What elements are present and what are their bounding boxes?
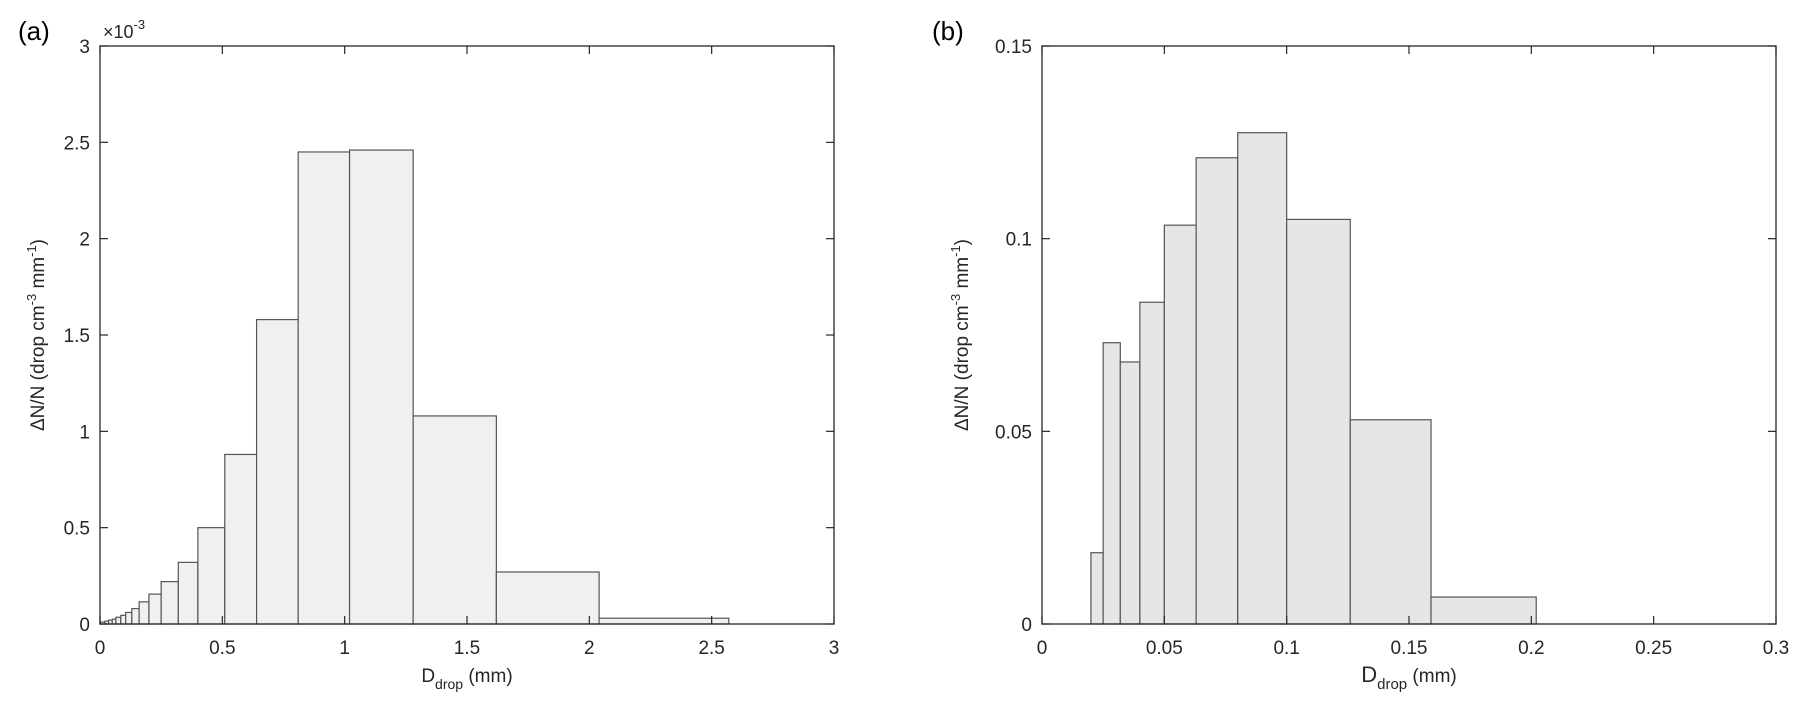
panel-b-x-tick-label: 0: [1037, 638, 1048, 659]
panel-b-x-tick-label: 0.05: [1146, 638, 1183, 659]
panel-a-bar-16: [348, 149, 414, 625]
panel-b-chart: (b) 0 0.05 0.1 0.15 0.2 0.25 0.3 00.050.10.15 …: [932, 16, 1789, 693]
panel-a-x-tick-label: 2: [584, 638, 595, 659]
panel-a-x-tick-label: 1.5: [454, 638, 480, 659]
panel-b-y-tick-label: 0.1: [1006, 230, 1032, 251]
panel-b-x-tick-label: 0.25: [1635, 638, 1672, 659]
panel-a-x-tick-label: 3: [829, 638, 840, 659]
panel-a-x-tick-label: 0.5: [209, 638, 235, 659]
panel-a-bar-17: [412, 415, 497, 625]
panel-b-bar-9: [1430, 596, 1537, 625]
panel-b-bar-6: [1237, 132, 1288, 625]
panel-a-y-tick-label: 1.5: [64, 326, 90, 347]
panel-a-x-tick-label: 1: [339, 638, 350, 659]
panel-b-x-tick-label: 0.1: [1273, 638, 1299, 659]
panel-a-y-tick-label: 2: [79, 230, 90, 251]
panel-a-bar-5: [120, 614, 127, 625]
panel-b-bar-3: [1139, 301, 1165, 625]
panel-b-bar-7: [1286, 218, 1351, 625]
panel-a-x-axis-label: Ddrop (mm): [421, 666, 512, 692]
panel-b-y-axis-label: ΔN/N (drop cm-3 mm-1): [948, 239, 973, 431]
panel-a-bar-11: [177, 561, 199, 625]
panel-a-x-tick-label: 0: [95, 638, 106, 659]
panel-a-x-tick-label: 2.5: [698, 638, 724, 659]
panel-a-bar-10: [160, 581, 179, 625]
panel-b-x-tick-label: 0.15: [1391, 638, 1428, 659]
panel-a-y-tick-label: 0: [79, 615, 90, 636]
panel-a-bar-6: [125, 611, 133, 625]
panel-b-bar-4: [1163, 224, 1197, 625]
panel-b-x-axis-label: Ddrop (mm): [1361, 662, 1457, 693]
panel-a-y-axis-label: ΔN/N (drop cm-3 mm-1): [24, 239, 49, 431]
panel-b-x-ticks: 0 0.05 0.1 0.15 0.2 0.25 0.3: [1037, 46, 1789, 659]
panel-a-chart: (a) ×10-3 0 0.5 1 1.5 2 2.5 3 0 0.5 1 1.5 2 2.5 3 Dd…: [18, 16, 839, 692]
panel-a-y-exponent: ×10-3: [103, 17, 145, 42]
panel-a-label: (a): [18, 16, 50, 46]
panel-a-bar-13: [224, 453, 258, 625]
panel-b-bar-8: [1349, 419, 1432, 625]
panel-b-y-tick-label: 0.15: [995, 37, 1032, 58]
panel-a-y-tick-label: 3: [79, 37, 90, 58]
panel-a-bar-7: [131, 607, 140, 625]
panel-a-y-tick-label: 1: [79, 422, 90, 443]
panel-b-bar-2: [1119, 361, 1141, 625]
panel-a-bar-9: [148, 593, 162, 625]
panel-a-bar-15: [297, 151, 351, 625]
panel-b-bar-5: [1195, 157, 1239, 625]
panel-b-bar-0: [1090, 552, 1104, 625]
panel-b-label: (b): [932, 16, 964, 46]
panel-b-x-tick-label: 0.3: [1763, 638, 1789, 659]
panel-a-bar-14: [255, 318, 299, 625]
panel-a-y-tick-label: 0.5: [64, 519, 90, 540]
panel-a-bar-18: [495, 571, 600, 625]
panel-b-bars: [1090, 132, 1537, 625]
panel-b-y-ticks: 0 0.05 0.1 0.15: [995, 37, 1776, 636]
panel-b-bar-1: [1102, 342, 1121, 625]
panel-a-x-ticks: 0 0.5 1 1.5 2 2.5 3: [95, 46, 840, 659]
panel-a-bar-19: [598, 617, 730, 625]
panel-a-bar-4: [115, 616, 122, 625]
panel-b-y-tick-label: 0: [1021, 615, 1032, 636]
panel-a-bar-12: [197, 527, 226, 625]
panel-a-bar-8: [138, 601, 150, 625]
panel-a-y-ticks: 0 0.5 1 1.5 2 2.5 3: [64, 37, 834, 636]
panel-b-x-tick-label: 0.2: [1518, 638, 1544, 659]
panel-a-bars: [99, 149, 730, 625]
panel-b-y-tick-label: 0.05: [995, 422, 1032, 443]
panel-a-y-tick-label: 2.5: [64, 133, 90, 154]
